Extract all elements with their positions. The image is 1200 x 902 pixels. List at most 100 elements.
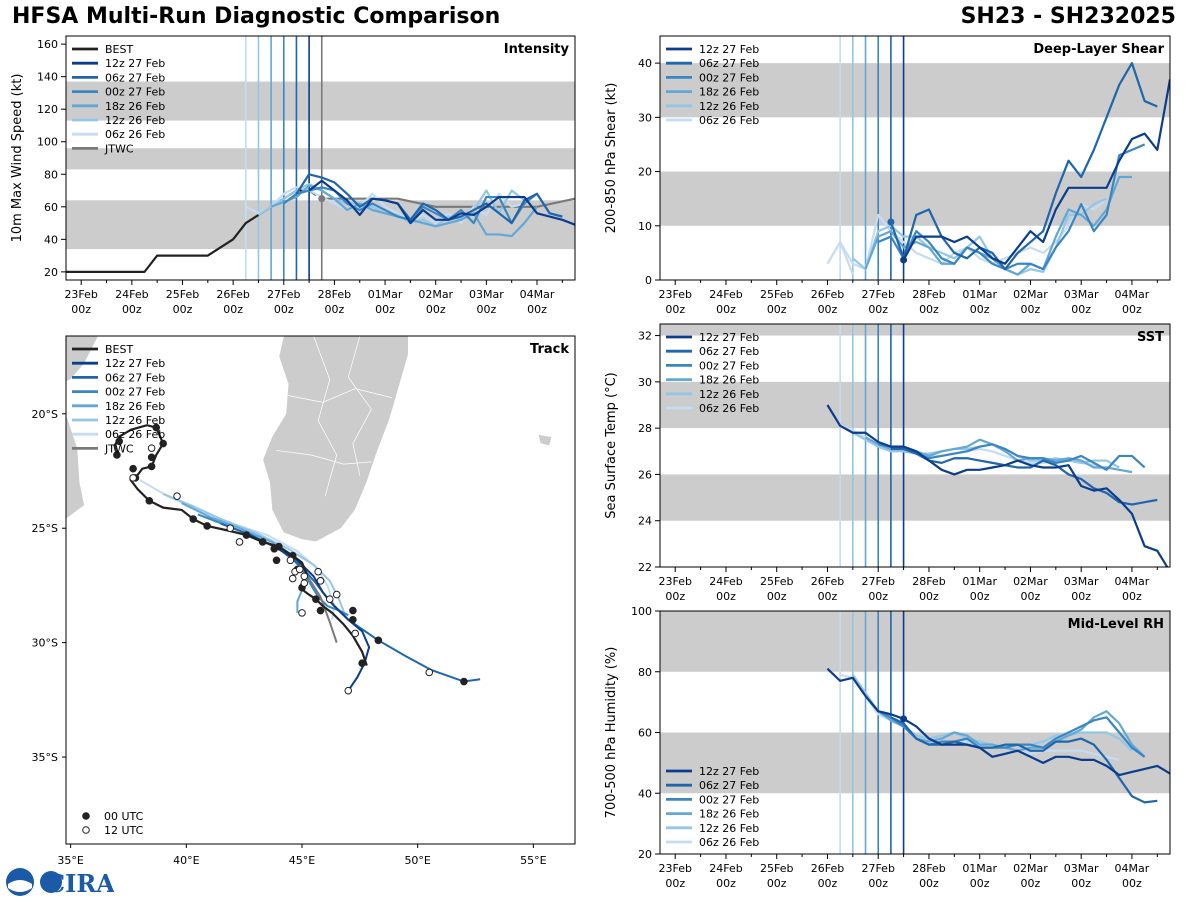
legend-label: JTWC xyxy=(104,142,134,155)
y-tick-label: 32 xyxy=(638,330,652,343)
marker-legend-symbol xyxy=(82,826,90,834)
legend-label: 06z 27 Feb xyxy=(105,371,165,384)
legend-label: 12z 27 Feb xyxy=(105,357,165,370)
series-line-jtwc xyxy=(321,197,575,208)
x-tick-label: 00z xyxy=(1021,877,1041,890)
legend-label: JTWC xyxy=(104,442,134,455)
x-tick-label: 02Mar xyxy=(1013,575,1048,588)
x-tick-label: 00z xyxy=(223,303,243,316)
track-point-00utc xyxy=(145,496,154,505)
legend-label: 06z 27 Feb xyxy=(699,345,759,358)
x-tick-label: 01Mar xyxy=(962,288,997,301)
plot-frame xyxy=(659,323,1171,568)
x-tick-label: 40°E xyxy=(173,854,199,867)
x-tick-label: 23Feb xyxy=(658,288,691,301)
x-tick-label: 28Feb xyxy=(912,288,945,301)
x-tick-label: 00z xyxy=(970,590,990,603)
series-line-06z-26-feb xyxy=(826,240,854,275)
x-tick-label: 00z xyxy=(767,590,787,603)
x-tick-label: 03Mar xyxy=(1064,288,1099,301)
x-tick-label: 35°E xyxy=(57,854,83,867)
x-tick-label: 00z xyxy=(716,590,736,603)
track-point-12utc xyxy=(286,556,295,565)
plot-area-intensity xyxy=(66,36,575,280)
series-line-06z-26-feb xyxy=(245,186,525,225)
x-tick-label: 03Mar xyxy=(1064,862,1099,875)
plot-frame xyxy=(65,335,576,845)
x-tick-label: 25Feb xyxy=(166,288,199,301)
legend-label: 12z 26 Feb xyxy=(699,100,759,113)
series-line-12z-27-feb xyxy=(308,179,575,226)
x-tick-label: 24Feb xyxy=(709,288,742,301)
border-0 xyxy=(313,336,338,497)
track-point-12utc xyxy=(295,565,304,574)
track-point-00utc xyxy=(312,595,320,603)
y-axis-label: 10m Max Wind Speed (kt) xyxy=(10,74,25,243)
x-tick-label: 00z xyxy=(716,877,736,890)
panel-title: Deep-Layer Shear xyxy=(1033,42,1164,57)
legend-label: 00z 27 Feb xyxy=(105,86,165,99)
x-tick-label: 00z xyxy=(426,303,446,316)
track-point-00utc xyxy=(270,545,279,553)
x-tick-label: 00z xyxy=(970,877,990,890)
x-tick-label: 45°E xyxy=(289,854,315,867)
legend-label: 06z 26 Feb xyxy=(105,428,165,441)
x-tick-label: 00z xyxy=(1071,303,1091,316)
legend-label: 12z 27 Feb xyxy=(699,331,759,344)
x-tick-label: 27Feb xyxy=(861,862,894,875)
x-tick-label: 00z xyxy=(665,877,685,890)
x-tick-label: 00z xyxy=(173,303,193,316)
x-tick-label: 24Feb xyxy=(709,862,742,875)
x-tick-label: 28Feb xyxy=(912,575,945,588)
x-tick-label: 23Feb xyxy=(658,862,691,875)
x-tick-label: 00z xyxy=(818,590,838,603)
x-tick-label: 01Mar xyxy=(368,288,403,301)
x-tick-label: 23Feb xyxy=(658,575,691,588)
y-tick-label: 35°S xyxy=(32,751,58,764)
x-tick-label: 00z xyxy=(919,877,939,890)
series-line-12z-27-feb xyxy=(902,79,1170,265)
series-line-12z-27-feb xyxy=(826,404,1169,567)
plot-area-shear xyxy=(660,36,1170,280)
y-tick-label: 20 xyxy=(638,848,652,861)
x-tick-label: 00z xyxy=(1021,590,1041,603)
track-point-00utc xyxy=(129,464,137,473)
legend-label: 00z 27 Feb xyxy=(105,386,165,399)
track-point-00utc xyxy=(159,439,167,448)
cira-globe-icon xyxy=(40,871,62,893)
legend-label: 18z 26 Feb xyxy=(699,808,759,821)
x-tick-label: 00z xyxy=(527,303,547,316)
threshold-band xyxy=(660,474,1170,521)
x-tick-label: 00z xyxy=(767,303,787,316)
x-tick-label: 00z xyxy=(1122,590,1142,603)
legend-label: 18z 26 Feb xyxy=(699,374,759,387)
y-axis-label: 700-500 hPa Humidity (%) xyxy=(604,647,619,819)
track-point-12utc xyxy=(344,686,353,695)
x-tick-label: 00z xyxy=(919,303,939,316)
jtwc-init-marker xyxy=(318,195,326,203)
x-tick-label: 26Feb xyxy=(811,575,844,588)
land-1 xyxy=(66,336,99,383)
track-point-12utc xyxy=(173,492,181,500)
y-tick-label: 30 xyxy=(638,376,652,389)
x-tick-label: 25Feb xyxy=(760,288,793,301)
track-point-00utc xyxy=(147,453,156,462)
legend-label: 06z 27 Feb xyxy=(105,71,165,84)
x-tick-label: 27Feb xyxy=(861,575,894,588)
y-tick-label: 60 xyxy=(44,201,58,214)
y-tick-label: 40 xyxy=(44,233,58,246)
y-tick-label: 120 xyxy=(37,103,58,116)
y-tick-label: 40 xyxy=(638,787,652,800)
track-point-00utc xyxy=(147,462,156,471)
y-tick-label: 10 xyxy=(638,220,652,233)
plot-frame xyxy=(659,610,1171,855)
y-axis-label: Sea Surface Temp (°C) xyxy=(604,372,619,519)
y-tick-label: 80 xyxy=(638,666,652,679)
track-point-12utc xyxy=(300,579,309,587)
y-tick-label: 25°S xyxy=(32,522,58,535)
y-tick-label: 60 xyxy=(638,727,652,740)
series-line-best xyxy=(66,205,272,273)
legend-label: 12z 27 Feb xyxy=(105,57,165,70)
x-tick-label: 00z xyxy=(325,303,345,316)
x-tick-label: 04Mar xyxy=(1115,862,1150,875)
